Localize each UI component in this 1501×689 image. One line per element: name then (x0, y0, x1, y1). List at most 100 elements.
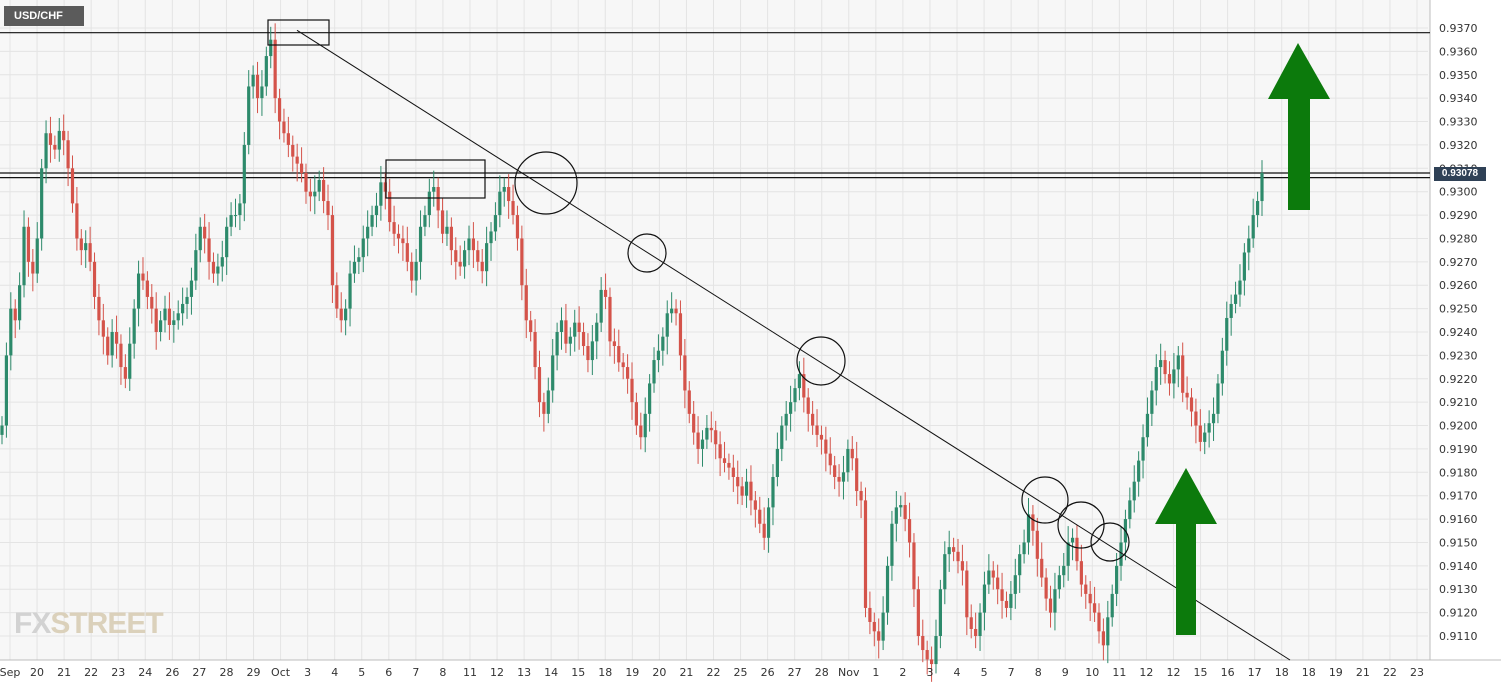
candle-body (392, 222, 396, 234)
x-tick-label: 12 (1166, 666, 1180, 679)
candle-body (1167, 374, 1172, 384)
candle-body (277, 98, 282, 122)
x-tick-label: 11 (1112, 666, 1126, 679)
candle-body (282, 121, 286, 134)
candle-body (374, 205, 379, 216)
candle-body (740, 486, 744, 496)
candle-body (220, 257, 224, 267)
candle-body (176, 313, 180, 321)
double-top-box (385, 159, 486, 199)
candle-body (1255, 201, 1260, 216)
x-tick-label: 16 (1221, 666, 1235, 679)
candle-body (141, 273, 145, 281)
candle-body (1092, 603, 1097, 613)
candle-body (515, 215, 520, 239)
candle-body (388, 191, 392, 223)
candle-body (1048, 598, 1053, 613)
x-tick-label: 12 (1139, 666, 1153, 679)
candle-body (414, 261, 418, 281)
candlesticks (0, 23, 1264, 682)
x-tick-label: 14 (544, 666, 558, 679)
candle-body (987, 570, 991, 585)
x-tick-label: 21 (1356, 666, 1370, 679)
x-tick-label: 8 (439, 666, 446, 679)
candle-body (1088, 593, 1092, 604)
vertical-gridlines (9, 0, 1418, 660)
y-tick-label: 0.9170 (1439, 490, 1478, 503)
y-tick-label: 0.9290 (1439, 209, 1478, 222)
candle-body (181, 303, 185, 314)
candle-body (542, 402, 546, 414)
candle-body (418, 226, 423, 262)
candle-body (238, 203, 242, 216)
candle-body (859, 491, 863, 501)
candle-body (1181, 355, 1185, 393)
candle-body (427, 191, 431, 216)
x-tick-label: 2 (899, 666, 906, 679)
candle-body (731, 467, 735, 477)
candle-body (828, 453, 832, 466)
candle-body (273, 39, 277, 99)
candle-body (894, 507, 898, 524)
y-tick-label: 0.9190 (1439, 443, 1478, 456)
candle-body (1066, 542, 1070, 566)
candle-body (1141, 437, 1145, 461)
candle-body (97, 296, 101, 321)
candle-body (551, 355, 555, 391)
candle-body (938, 589, 942, 636)
x-tick-label: 20 (652, 666, 666, 679)
y-tick-label: 0.9370 (1439, 22, 1478, 35)
candle-body (436, 187, 440, 211)
up-arrow-lower (1155, 468, 1217, 635)
candle-body (674, 308, 678, 314)
x-tick-label: 26 (165, 666, 179, 679)
candle-body (1233, 294, 1238, 304)
candle-body (670, 308, 674, 314)
y-tick-label: 0.9160 (1439, 513, 1478, 526)
candle-body (1000, 589, 1004, 601)
x-tick-label: 23 (1410, 666, 1424, 679)
candle-body (1198, 425, 1202, 442)
candle-body (639, 425, 643, 438)
candle-body (1211, 413, 1216, 424)
candle-body (643, 413, 647, 438)
candle-body (736, 476, 740, 487)
x-tick-label: 27 (788, 666, 802, 679)
candle-body (793, 388, 797, 403)
candle-body (114, 332, 119, 344)
candle-body (84, 243, 88, 251)
candle-body (352, 261, 357, 274)
candle-body (449, 226, 453, 251)
y-tick-label: 0.9250 (1439, 303, 1478, 316)
y-tick-label: 0.9260 (1439, 279, 1478, 292)
candle-body (683, 355, 687, 391)
candle-body (581, 332, 586, 347)
candle-body (207, 238, 211, 262)
x-tick-label: 19 (1329, 666, 1343, 679)
candle-body (1251, 215, 1255, 239)
candle-body (405, 243, 409, 262)
trendline-touch-circle (514, 151, 578, 215)
swing-high-box (267, 19, 330, 46)
trendline-touch-circle (1090, 522, 1130, 562)
x-tick-label: 29 (247, 666, 261, 679)
candle-body (31, 261, 35, 274)
candle-body (1053, 589, 1057, 613)
candle-body (260, 86, 264, 99)
x-tick-label: 7 (412, 666, 419, 679)
candle-body (762, 523, 766, 538)
candle-body (1022, 542, 1026, 555)
candle-body (269, 39, 273, 57)
candle-body (330, 215, 335, 286)
candle-body (1084, 584, 1088, 594)
candle-body (211, 261, 216, 274)
candle-body (344, 308, 348, 321)
candle-body (44, 133, 48, 169)
candle-body (868, 607, 872, 622)
candle-body (564, 320, 568, 344)
candle-body (1013, 575, 1017, 594)
candle-body (511, 201, 515, 216)
candle-body (855, 458, 859, 492)
candle-body (709, 427, 713, 431)
candle-body (132, 308, 136, 344)
